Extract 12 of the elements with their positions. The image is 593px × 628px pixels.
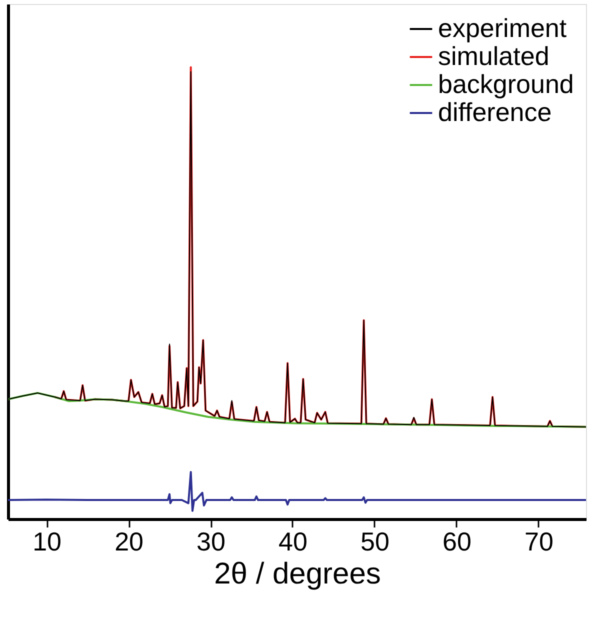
legend-label: experiment <box>438 13 568 43</box>
legend-label: simulated <box>438 41 550 71</box>
x-tick-label: 30 <box>196 526 226 556</box>
x-tick-label: 20 <box>114 526 144 556</box>
x-tick-label: 40 <box>278 526 308 556</box>
legend-label: background <box>438 69 574 99</box>
x-tick-label: 60 <box>442 526 472 556</box>
x-tick-label: 10 <box>32 526 62 556</box>
x-tick-label: 50 <box>360 526 390 556</box>
x-axis-title: 2θ / degrees <box>214 558 381 590</box>
legend-label: difference <box>438 97 552 127</box>
x-tick-label: 70 <box>524 526 554 556</box>
